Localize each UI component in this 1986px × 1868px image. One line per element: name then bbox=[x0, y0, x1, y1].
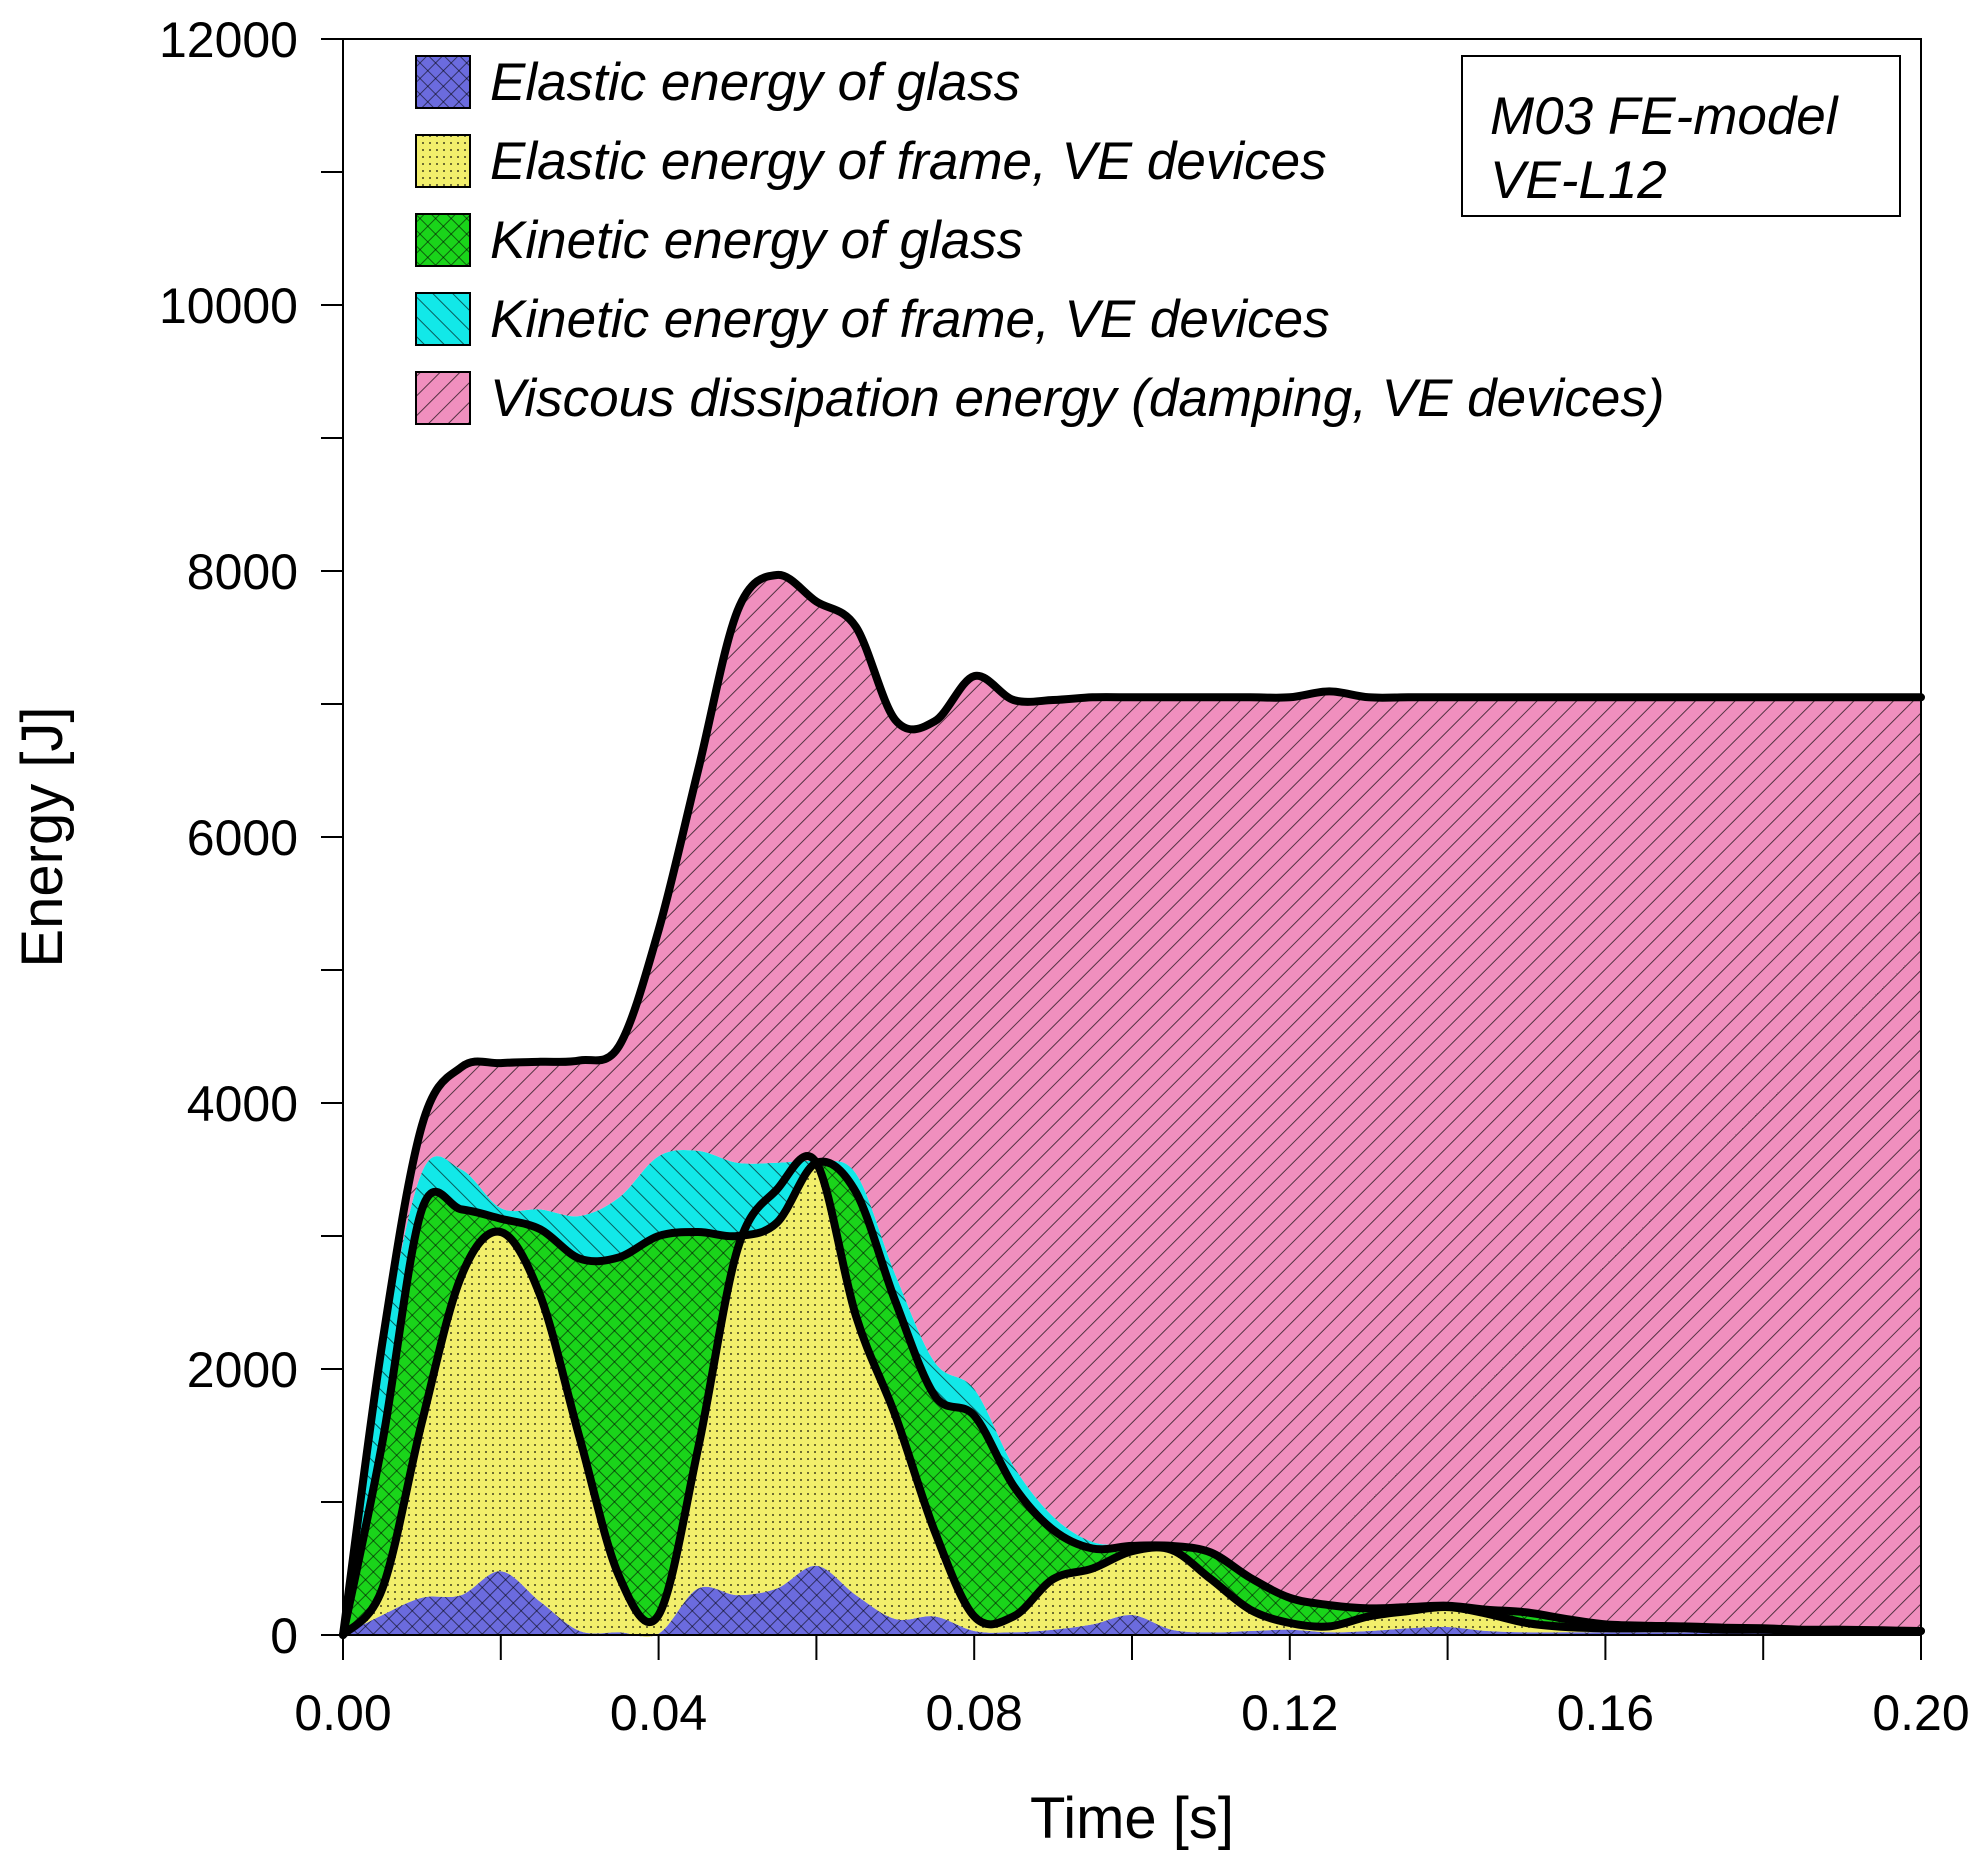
legend-swatch-pattern bbox=[415, 371, 471, 425]
area-elastic-energy-of-frame-ve-devices-pattern bbox=[343, 1156, 1921, 1637]
y-tick-label: 6000 bbox=[187, 810, 298, 866]
legend-item-viscous-dissipation-energy-damping-ve-devices: Viscous dissipation energy (damping, VE … bbox=[415, 369, 1664, 428]
series-boundary-lines bbox=[339, 571, 1925, 1639]
y-axis-title: Energy [J] bbox=[10, 706, 75, 967]
legend-item-kinetic-energy-of-glass: Kinetic energy of glass bbox=[415, 211, 1023, 270]
x-tick-label: 0.20 bbox=[1872, 1685, 1969, 1741]
boundary-kinetic-glass-top bbox=[339, 1157, 1925, 1639]
model-note-line-2: VE-L12 bbox=[1490, 151, 1667, 210]
legend-label: Elastic energy of glass bbox=[490, 53, 1020, 112]
area-viscous-dissipation-energy-damping-ve-devices-pattern bbox=[343, 574, 1921, 1635]
y-tick-label: 10000 bbox=[159, 278, 298, 334]
area-kinetic-energy-of-glass-pattern bbox=[343, 1156, 1921, 1635]
x-tick-label: 0.16 bbox=[1557, 1685, 1654, 1741]
x-tick-label: 0.04 bbox=[610, 1685, 707, 1741]
boundary-total-energy bbox=[339, 571, 1925, 1639]
x-axis: 0.00 0.04 0.08 0.12 0.16 0.20 bbox=[294, 1635, 1970, 1741]
x-tick-label: 0.08 bbox=[926, 1685, 1023, 1741]
legend-item-elastic-energy-of-glass: Elastic energy of glass bbox=[415, 53, 1020, 112]
y-tick-label: 12000 bbox=[159, 12, 298, 68]
model-note-box: M03 FE-model VE-L12 bbox=[1461, 55, 1901, 217]
legend: Elastic energy of glass Elastic energy of… bbox=[415, 53, 1664, 428]
legend-swatch-pattern bbox=[415, 134, 471, 188]
legend-swatch-pattern bbox=[415, 55, 471, 109]
legend-label: Viscous dissipation energy (damping, VE … bbox=[490, 369, 1664, 428]
legend-swatch-pattern bbox=[415, 292, 471, 346]
model-note-line-1: M03 FE-model bbox=[1490, 87, 1839, 146]
legend-item-kinetic-energy-of-frame-ve-devices: Kinetic energy of frame, VE devices bbox=[415, 290, 1330, 349]
stacked-areas bbox=[343, 574, 1921, 1637]
legend-item-elastic-energy-of-frame-ve-devices: Elastic energy of frame, VE devices bbox=[415, 132, 1327, 191]
y-tick-label: 0 bbox=[270, 1608, 298, 1664]
x-tick-label: 0.12 bbox=[1241, 1685, 1338, 1741]
x-tick-label: 0.00 bbox=[294, 1685, 391, 1741]
legend-swatch-pattern bbox=[415, 213, 471, 267]
y-axis: 0 2000 4000 6000 8000 10000 12000 bbox=[159, 12, 343, 1664]
y-tick-label: 4000 bbox=[187, 1076, 298, 1132]
y-tick-label: 2000 bbox=[187, 1342, 298, 1398]
x-axis-title: Time [s] bbox=[1030, 1786, 1234, 1851]
area-elastic-energy-of-glass-pattern bbox=[343, 1565, 1921, 1637]
y-tick-label: 8000 bbox=[187, 544, 298, 600]
legend-label: Kinetic energy of glass bbox=[490, 211, 1023, 270]
legend-label: Kinetic energy of frame, VE devices bbox=[490, 290, 1330, 349]
legend-label: Elastic energy of frame, VE devices bbox=[490, 132, 1327, 191]
